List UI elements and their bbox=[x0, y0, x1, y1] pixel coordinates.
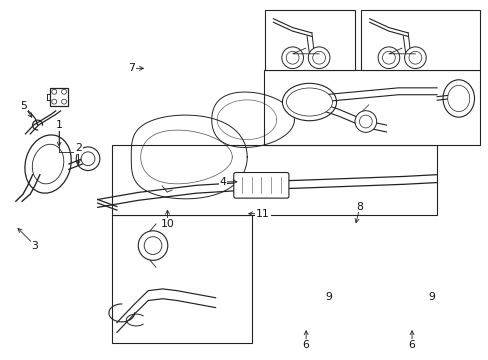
Circle shape bbox=[52, 89, 57, 94]
Text: 10: 10 bbox=[160, 219, 174, 229]
Circle shape bbox=[61, 99, 66, 104]
Ellipse shape bbox=[442, 80, 473, 117]
Bar bbox=[360, 10, 479, 70]
Circle shape bbox=[377, 47, 399, 68]
Text: 11: 11 bbox=[255, 209, 269, 219]
Text: 5: 5 bbox=[20, 100, 27, 111]
Circle shape bbox=[312, 51, 325, 64]
Circle shape bbox=[281, 47, 303, 68]
Bar bbox=[112, 145, 436, 215]
Circle shape bbox=[52, 99, 57, 104]
Ellipse shape bbox=[447, 85, 469, 112]
Bar bbox=[50, 88, 68, 105]
Circle shape bbox=[354, 111, 376, 132]
Text: 8: 8 bbox=[356, 202, 363, 212]
Circle shape bbox=[382, 51, 394, 64]
Circle shape bbox=[408, 51, 421, 64]
Text: 1: 1 bbox=[56, 120, 62, 130]
Ellipse shape bbox=[25, 135, 71, 193]
Bar bbox=[112, 215, 251, 343]
Circle shape bbox=[144, 237, 162, 255]
FancyBboxPatch shape bbox=[233, 172, 288, 198]
Text: 9: 9 bbox=[325, 292, 331, 302]
Circle shape bbox=[61, 89, 66, 94]
Circle shape bbox=[81, 152, 95, 166]
Circle shape bbox=[76, 147, 100, 171]
Text: 6: 6 bbox=[408, 340, 415, 350]
Ellipse shape bbox=[282, 83, 336, 121]
Ellipse shape bbox=[32, 144, 64, 184]
Bar bbox=[263, 70, 479, 145]
Circle shape bbox=[285, 51, 299, 64]
Text: 3: 3 bbox=[32, 240, 39, 251]
Circle shape bbox=[307, 47, 329, 68]
Circle shape bbox=[359, 115, 371, 128]
Text: 6: 6 bbox=[302, 340, 309, 350]
Text: 4: 4 bbox=[219, 177, 226, 187]
Ellipse shape bbox=[286, 88, 332, 116]
Text: 9: 9 bbox=[428, 292, 435, 302]
Text: 7: 7 bbox=[128, 63, 135, 73]
Circle shape bbox=[138, 231, 167, 260]
Bar bbox=[264, 10, 354, 70]
Text: 2: 2 bbox=[75, 143, 81, 153]
Circle shape bbox=[404, 47, 426, 68]
